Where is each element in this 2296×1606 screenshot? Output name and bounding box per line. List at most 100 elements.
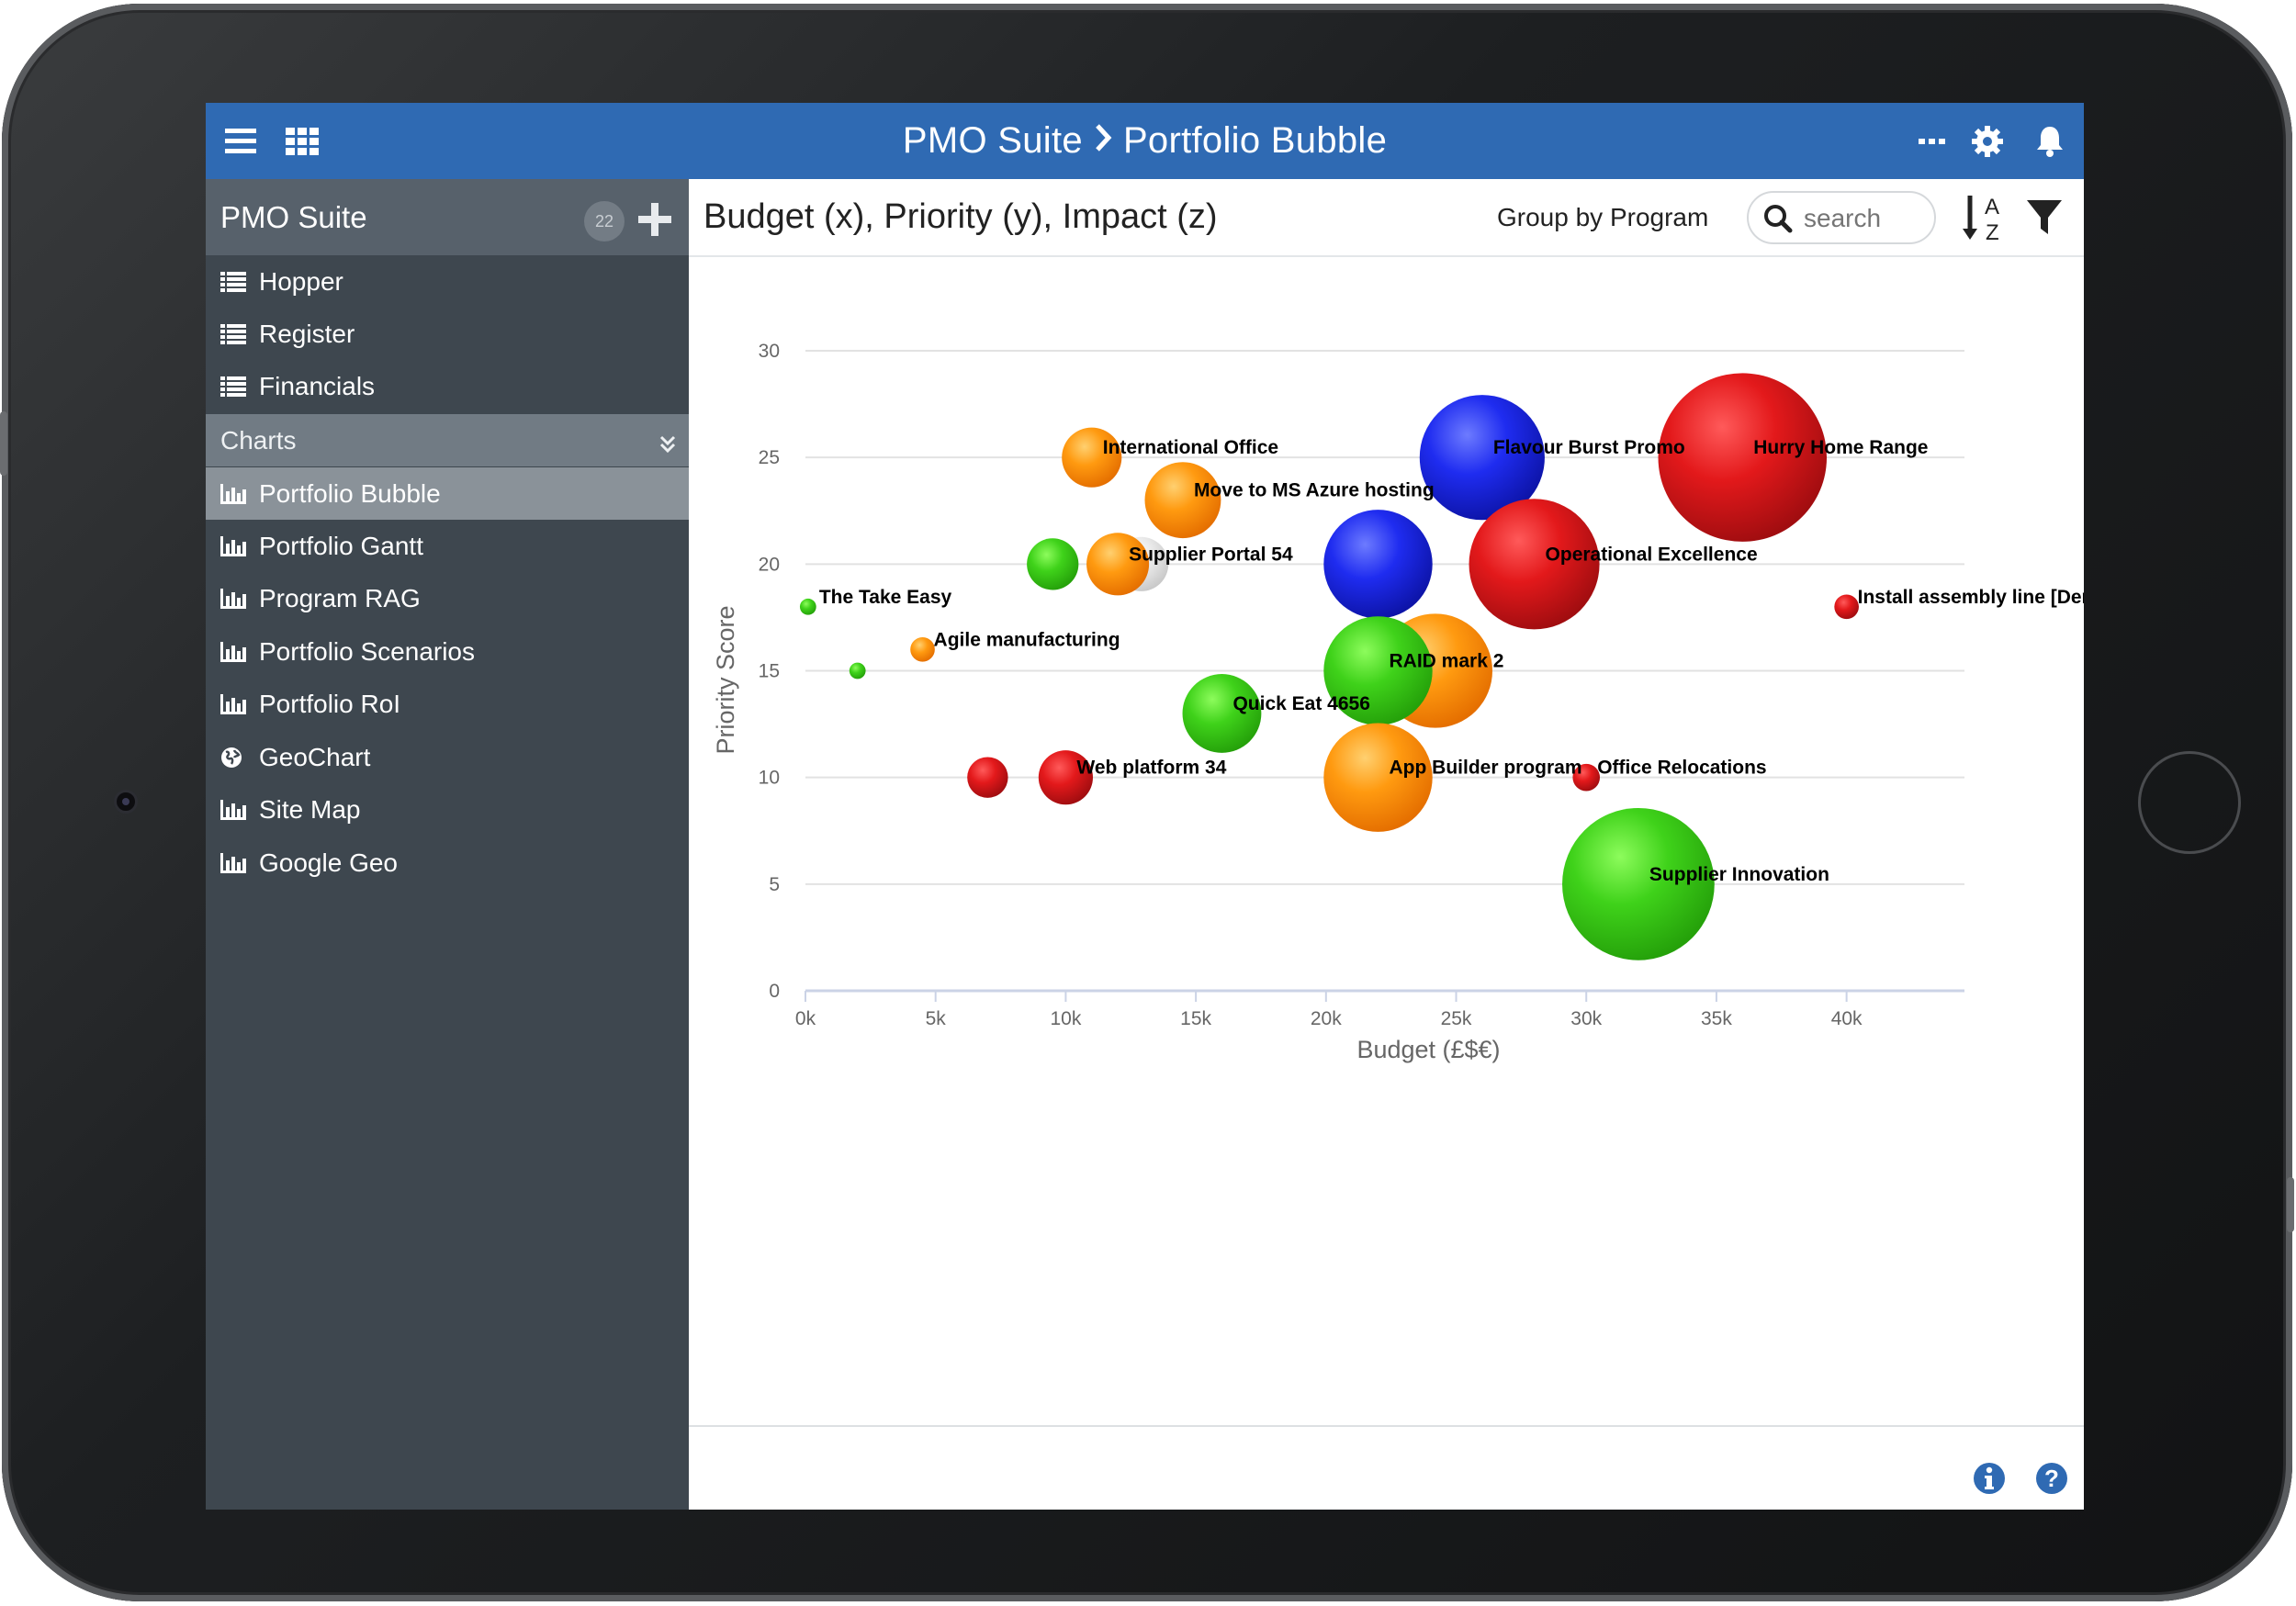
bubble-label: Flavour Burst Promo <box>1493 437 1685 458</box>
sidebar-item-label: Google Geo <box>259 848 398 877</box>
bell-icon[interactable] <box>2032 103 2068 179</box>
x-tick-label: 0k <box>795 1008 816 1029</box>
bubble <box>1027 538 1079 590</box>
breadcrumb-page: Portfolio Bubble <box>1122 120 1388 161</box>
bubble <box>1062 427 1122 488</box>
breadcrumb-app[interactable]: PMO Suite <box>902 120 1083 161</box>
bar-chart-icon <box>220 483 248 504</box>
bubble-label: Supplier Innovation <box>1649 864 1829 885</box>
bubble <box>1038 750 1094 805</box>
bar-chart-icon <box>220 852 248 873</box>
svg-text:Z: Z <box>1986 220 1999 243</box>
bubble-label: Office Relocations <box>1597 758 1766 779</box>
sidebar-item-portfolio-scenarios[interactable]: Portfolio Scenarios <box>206 625 689 678</box>
content-header: Budget (x), Priority (y), Impact (z) Gro… <box>689 179 2084 257</box>
top-bar: PMO Suite Portfolio Bubble <box>206 103 2084 179</box>
y-tick-label: 15 <box>759 661 780 682</box>
bubble <box>1182 674 1262 753</box>
hamburger-menu-icon[interactable] <box>222 103 259 179</box>
svg-text:A: A <box>1985 195 1999 219</box>
sidebar-item-portfolio-roi[interactable]: Portfolio RoI <box>206 678 689 730</box>
sidebar-item-label: GeoChart <box>259 742 371 771</box>
sidebar-item-site-map[interactable]: Site Map <box>206 783 689 836</box>
sidebar-item-portfolio-gantt[interactable]: Portfolio Gantt <box>206 520 689 572</box>
x-tick-label: 20k <box>1311 1008 1342 1029</box>
sidebar-item-label: Portfolio Gantt <box>259 531 423 560</box>
bar-chart-icon <box>220 535 248 556</box>
bar-chart-icon <box>220 641 248 662</box>
globe-icon <box>220 747 248 769</box>
y-tick-label: 5 <box>769 874 780 895</box>
x-tick-label: 35k <box>1701 1008 1732 1029</box>
x-axis-title: Budget (£$€) <box>1356 1036 1500 1063</box>
side-switch <box>2287 1177 2294 1232</box>
x-tick-label: 40k <box>1831 1008 1863 1029</box>
bubble-label: Hurry Home Range <box>1753 437 1928 458</box>
gear-icon[interactable] <box>1969 103 2006 179</box>
sidebar-item-financials[interactable]: Financials <box>206 360 689 412</box>
count-badge: 22 <box>584 201 625 241</box>
bubble <box>967 757 1008 798</box>
bubble <box>1323 510 1433 619</box>
y-axis-title: Priority Score <box>712 605 739 754</box>
sidebar-item-geochart[interactable]: GeoChart <box>206 731 689 783</box>
bubble <box>1323 723 1433 832</box>
sidebar-item-label: Portfolio Scenarios <box>259 636 476 666</box>
sidebar-item-label: Hopper <box>259 266 343 296</box>
main-content: Budget (x), Priority (y), Impact (z) Gro… <box>689 179 2084 1510</box>
page-title: Budget (x), Priority (y), Impact (z) <box>703 197 1218 236</box>
more-options-icon[interactable] <box>1914 103 1951 179</box>
bubble-label: RAID mark 2 <box>1390 651 1504 672</box>
section-label: Charts <box>220 425 297 455</box>
bar-chart-icon <box>220 799 248 820</box>
sidebar-item-label: Financials <box>259 371 376 400</box>
chevron-double-down-icon[interactable] <box>659 431 676 460</box>
search-box[interactable] <box>1747 191 1936 244</box>
home-button[interactable] <box>2138 751 2241 854</box>
group-by-button[interactable]: Group by Program <box>1497 203 1709 231</box>
front-camera <box>114 790 138 814</box>
x-tick-label: 15k <box>1180 1008 1211 1029</box>
bubble-label: The Take Easy <box>819 587 952 608</box>
footer-divider <box>689 1425 2084 1427</box>
y-tick-label: 20 <box>759 554 780 575</box>
svg-text:?: ? <box>2044 1465 2059 1492</box>
sidebar-item-register[interactable]: Register <box>206 308 689 360</box>
add-icon[interactable] <box>635 199 675 240</box>
filter-icon[interactable] <box>2026 199 2063 241</box>
bubble <box>910 636 935 662</box>
sidebar-section-charts[interactable]: Charts <box>206 414 689 466</box>
info-icon[interactable] <box>1973 1462 2006 1499</box>
sidebar-item-google-geo[interactable]: Google Geo <box>206 837 689 889</box>
bubble <box>1419 395 1545 521</box>
apps-grid-icon[interactable] <box>285 103 321 179</box>
bubble-label: Quick Eat 4656 <box>1232 693 1369 714</box>
bubble <box>1834 594 1859 620</box>
bubble <box>1323 616 1433 725</box>
x-tick-label: 30k <box>1570 1008 1602 1029</box>
bubble-label: Web platform 34 <box>1076 758 1226 779</box>
list-icon <box>220 271 248 292</box>
y-tick-label: 10 <box>759 768 780 789</box>
volume-button <box>0 411 7 476</box>
search-input[interactable] <box>1802 200 1925 237</box>
bubble-label: Agile manufacturing <box>934 629 1120 650</box>
bubble-label: App Builder program <box>1390 758 1582 779</box>
sidebar-item-program-rag[interactable]: Program RAG <box>206 572 689 624</box>
bubble <box>1086 533 1150 596</box>
sidebar-item-portfolio-bubble[interactable]: Portfolio Bubble <box>206 467 689 520</box>
sidebar-item-hopper[interactable]: Hopper <box>206 255 689 308</box>
sort-alpha-icon[interactable]: A Z <box>1961 192 2007 248</box>
sidebar-item-label: Program RAG <box>259 583 421 612</box>
sidebar-item-label: Portfolio RoI <box>259 689 401 718</box>
bubble-label: Supplier Portal 54 <box>1129 544 1293 565</box>
bubble <box>799 598 816 615</box>
y-tick-label: 30 <box>759 341 780 362</box>
help-icon[interactable]: ? <box>2035 1462 2068 1499</box>
bubble <box>1144 462 1221 539</box>
bubble <box>1572 763 1601 792</box>
sidebar-item-label: Site Map <box>259 794 361 824</box>
search-icon <box>1763 204 1793 238</box>
chevron-right-icon <box>1094 120 1112 162</box>
